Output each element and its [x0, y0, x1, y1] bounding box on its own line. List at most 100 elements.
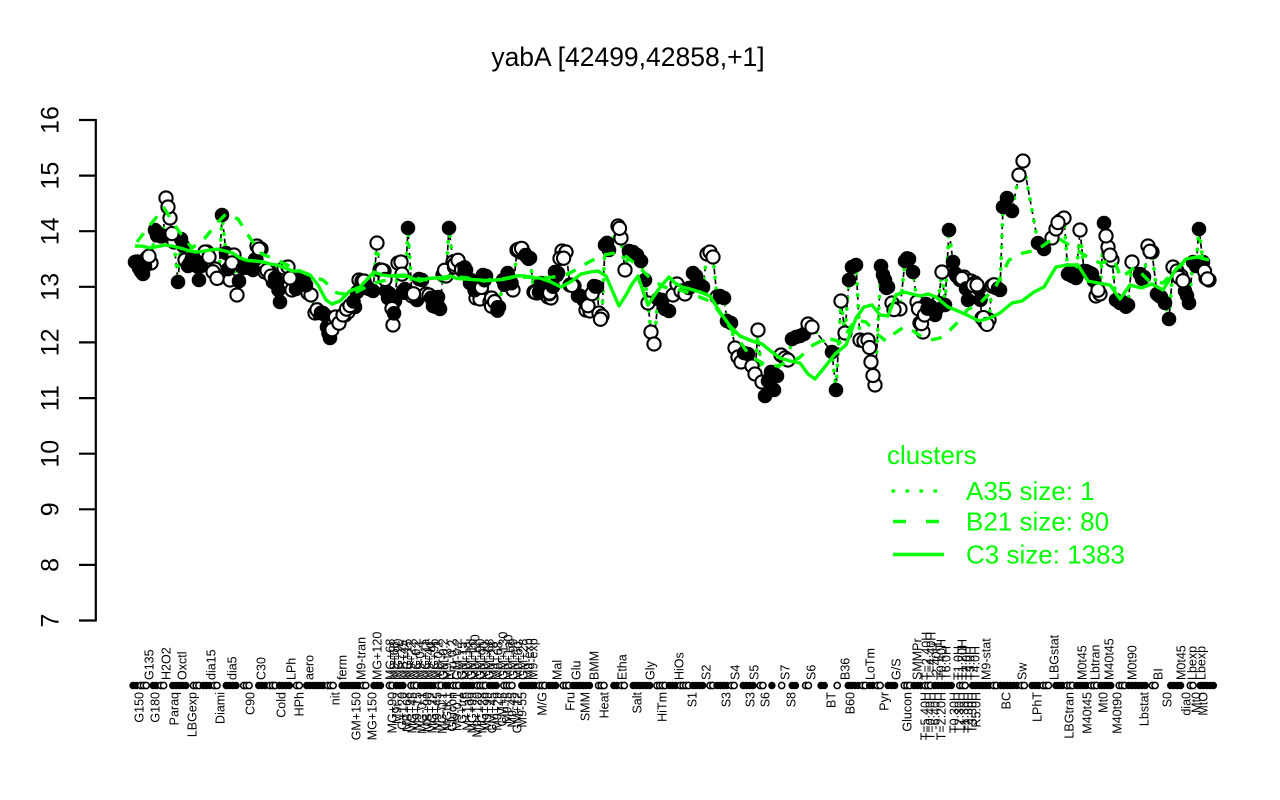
svg-text:T1.20H: T1.20H [956, 639, 970, 680]
svg-text:S3: S3 [744, 692, 758, 707]
svg-text:MB+45: MB+45 [397, 640, 411, 680]
svg-text:clusters: clusters [887, 440, 977, 470]
svg-text:T2.0H: T2.0H [960, 646, 974, 680]
svg-text:M9+1a0: M9+1a0 [502, 634, 516, 680]
svg-text:M/G: M/G [536, 692, 550, 716]
svg-text:-6.40H: -6.40H [929, 692, 943, 730]
svg-text:T6.0H: T6.0H [940, 646, 954, 680]
svg-text:M9+68: M9+68 [388, 641, 402, 680]
svg-text:MG+120: MG+120 [371, 632, 385, 680]
svg-text:MG+90: MG+90 [392, 639, 406, 680]
svg-text:SMM: SMM [579, 692, 593, 721]
svg-text:BI: BI [1152, 668, 1166, 680]
svg-text:GM+12: GM+12 [511, 692, 525, 733]
svg-text:Cold: Cold [275, 692, 289, 718]
svg-text:Lbexp: Lbexp [1186, 646, 1200, 680]
svg-text:T=4.40H: T=4.40H [925, 632, 939, 680]
svg-text:LPhT: LPhT [1031, 692, 1045, 722]
svg-text:Salt: Salt [631, 691, 645, 713]
svg-text:S7: S7 [779, 665, 793, 680]
svg-text:G150: G150 [133, 692, 147, 723]
svg-text:T=5.40H: T=5.40H [919, 692, 933, 740]
svg-text:LBGstat: LBGstat [1048, 634, 1062, 680]
svg-text:MG+22: MG+22 [426, 692, 440, 733]
svg-text:Fru: Fru [564, 692, 578, 711]
svg-text:dia15: dia15 [205, 649, 219, 680]
svg-text:T0.40H: T0.40H [935, 639, 949, 680]
svg-text:GM-15: GM-15 [456, 642, 470, 680]
svg-text:GM+130: GM+130 [497, 632, 511, 680]
svg-text:M9-stat: M9-stat [980, 638, 994, 680]
svg-text:M0t90: M0t90 [1126, 645, 1140, 680]
svg-text:dia0: dia0 [1180, 692, 1194, 716]
svg-text:14: 14 [37, 217, 65, 245]
svg-text:15: 15 [37, 162, 65, 190]
svg-text:C30: C30 [255, 657, 269, 680]
svg-text:MG-0.2: MG-0.2 [410, 638, 424, 680]
svg-text:S5: S5 [748, 665, 762, 680]
svg-text:M9-exp: M9-exp [527, 638, 541, 680]
svg-text:M9+99: M9+99 [481, 692, 495, 731]
svg-text:Lbstat: Lbstat [1138, 691, 1152, 726]
svg-text:Mt0: Mt0 [1097, 692, 1111, 713]
svg-text:10: 10 [37, 440, 65, 468]
svg-text:-2.40H: -2.40H [930, 642, 944, 680]
svg-text:Etha: Etha [616, 654, 630, 680]
svg-text:M9-t3: M9-t3 [441, 648, 455, 680]
svg-text:M40t90: M40t90 [1111, 692, 1125, 734]
svg-text:Lbtran: Lbtran [1089, 645, 1103, 680]
svg-text:MG+1a: MG+1a [419, 639, 433, 680]
svg-text:MG-0.1: MG-0.1 [416, 692, 430, 734]
svg-text:GM-0.2: GM-0.2 [451, 638, 465, 680]
svg-text:LBGexp: LBGexp [186, 692, 200, 737]
svg-text:LoTm: LoTm [864, 648, 878, 680]
svg-text:HPh: HPh [293, 692, 307, 716]
svg-text:M9+15: M9+15 [411, 692, 425, 731]
svg-text:MG-0.1: MG-0.1 [436, 692, 450, 734]
svg-text:M9t-2: M9t-2 [391, 692, 405, 724]
svg-text:M40t45: M40t45 [1081, 692, 1095, 734]
svg-text:M40t45: M40t45 [1103, 638, 1117, 680]
svg-text:GM+45: GM+45 [486, 692, 500, 733]
svg-text:H2O2: H2O2 [160, 647, 174, 680]
svg-text:G135: G135 [143, 649, 157, 680]
svg-text:MG+45: MG+45 [406, 692, 420, 733]
svg-text:Pyr: Pyr [878, 692, 892, 711]
svg-text:B60: B60 [844, 692, 858, 714]
svg-text:A35 size: 1: A35 size: 1 [966, 476, 1095, 506]
svg-text:MG+90: MG+90 [386, 692, 400, 733]
svg-text:M0t45: M0t45 [1175, 645, 1189, 680]
svg-text:M9+120: M9+120 [469, 634, 483, 680]
svg-text:T=0.40H: T=0.40H [924, 692, 938, 740]
svg-text:G180: G180 [149, 692, 163, 723]
svg-text:MB+90: MB+90 [421, 692, 435, 732]
svg-text:GM+28: GM+28 [517, 639, 531, 680]
svg-text:MGtK1: MGtK1 [441, 692, 455, 731]
svg-text:7: 7 [37, 614, 65, 628]
svg-text:M9-0.4: M9-0.4 [414, 641, 428, 680]
svg-text:Fru-0.2: Fru-0.2 [446, 640, 460, 680]
svg-text:Glucon: Glucon [901, 692, 915, 732]
svg-text:M9-45: M9-45 [506, 692, 520, 727]
svg-text:S6: S6 [805, 665, 819, 680]
svg-text:T=2.40H: T=2.40H [920, 632, 934, 680]
svg-text:G+120: G+120 [396, 692, 410, 730]
svg-text:M9+90: M9+90 [478, 641, 492, 680]
svg-text:S1: S1 [686, 692, 700, 707]
svg-text:T3.30H: T3.30H [966, 692, 980, 733]
svg-text:aero: aero [303, 655, 317, 680]
svg-text:G/S: G/S [890, 658, 904, 680]
svg-text:MG+28: MG+28 [476, 692, 490, 733]
svg-text:T4.0H: T4.0H [969, 646, 983, 680]
svg-text:T2.30H: T2.30H [962, 692, 976, 733]
svg-text:C90: C90 [244, 692, 258, 715]
svg-text:9: 9 [37, 502, 65, 516]
svg-text:MtO: MtO [1197, 692, 1211, 716]
svg-text:M9-55: M9-55 [516, 692, 530, 727]
svg-text:M9-t5: M9-t5 [501, 692, 515, 724]
svg-text:16: 16 [37, 106, 65, 134]
svg-text:M+1a0: M+1a0 [461, 692, 475, 731]
svg-text:M9-0.1: M9-0.1 [451, 692, 465, 731]
svg-text:M9-exp: M9-exp [522, 638, 536, 680]
svg-text:GM+68: GM+68 [483, 639, 497, 680]
